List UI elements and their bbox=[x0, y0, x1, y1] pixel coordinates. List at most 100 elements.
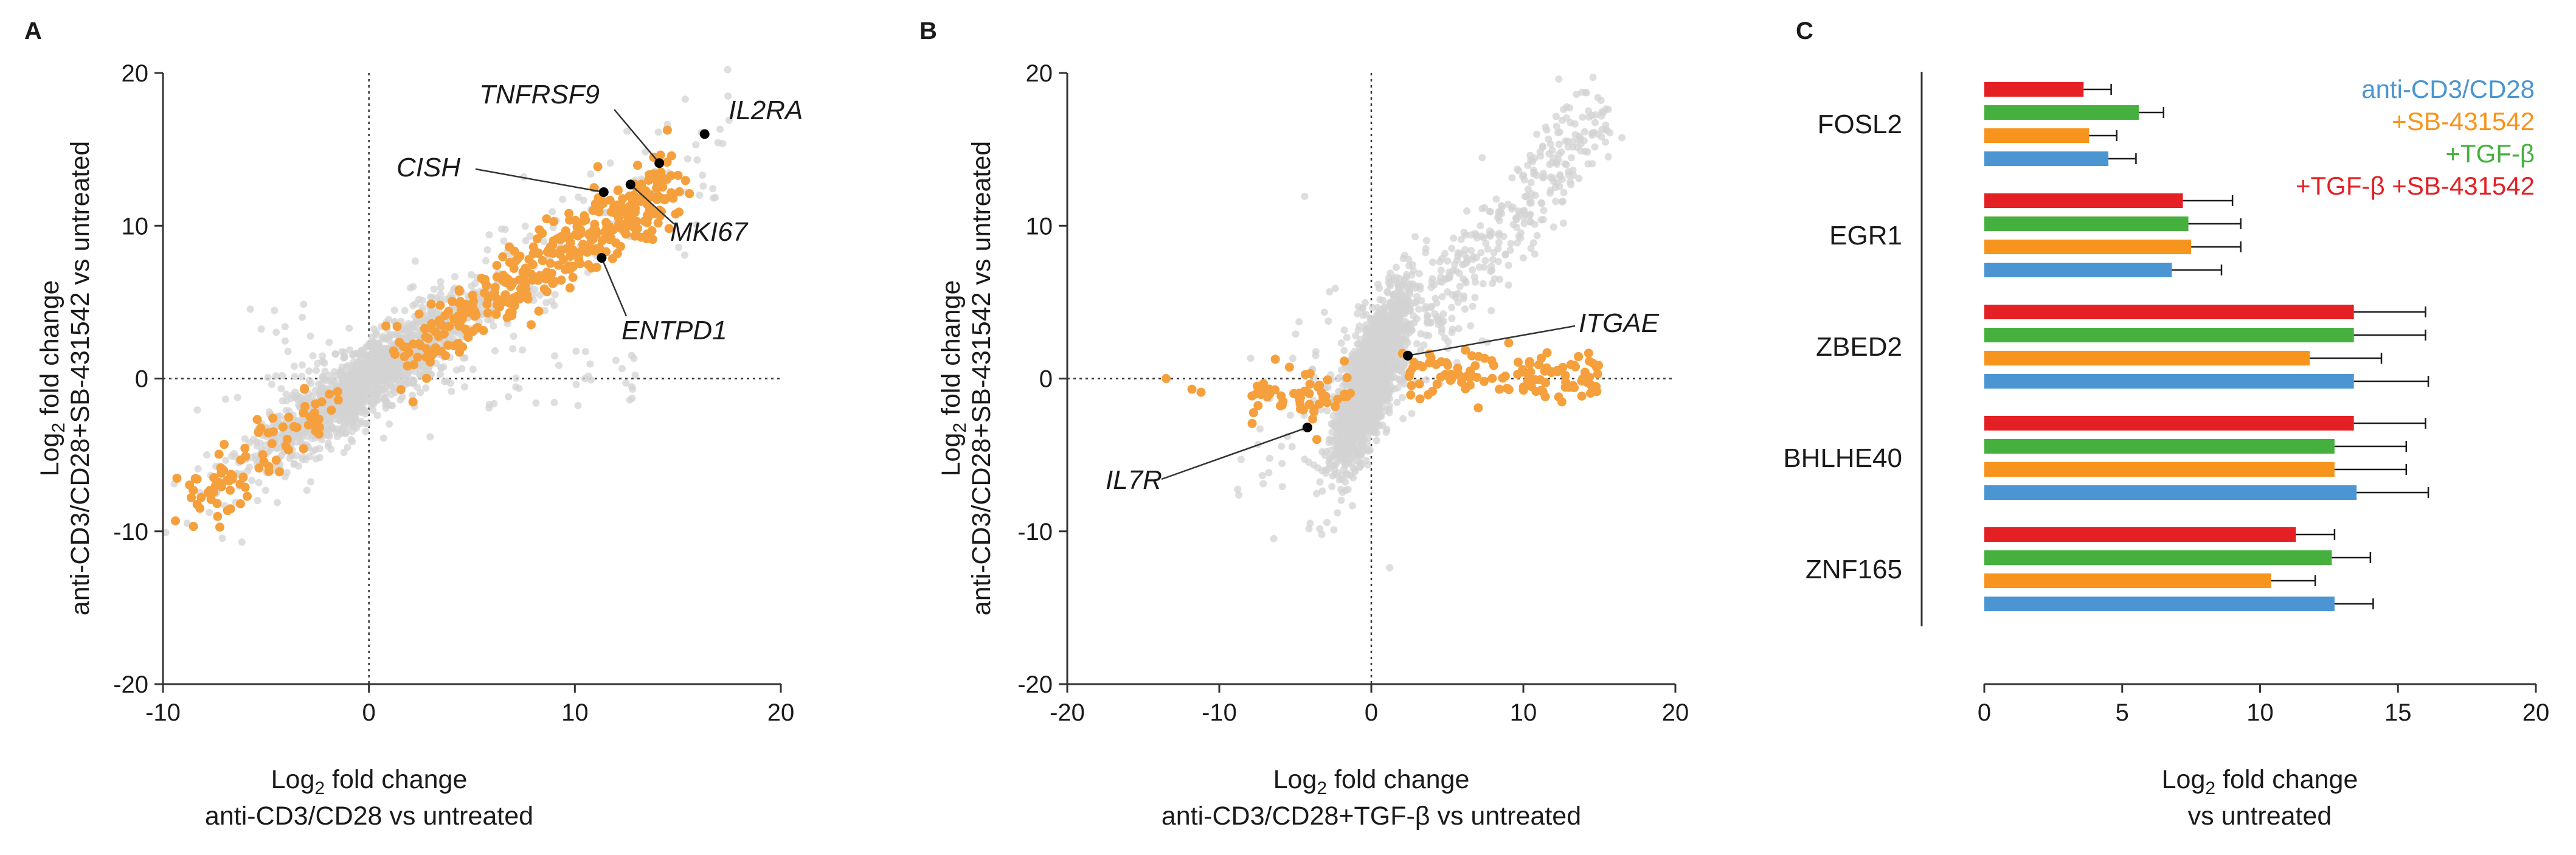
background-point bbox=[1467, 322, 1475, 330]
category-label-znf165: ZNF165 bbox=[1806, 555, 1902, 584]
background-point bbox=[381, 384, 389, 392]
background-point bbox=[572, 381, 580, 389]
highlight-point bbox=[1262, 392, 1272, 402]
highlight-point bbox=[1479, 376, 1489, 386]
highlight-point bbox=[493, 294, 502, 304]
background-point bbox=[1337, 366, 1345, 374]
highlight-point bbox=[528, 242, 538, 252]
highlight-point bbox=[673, 170, 683, 180]
panel-b-x-title-line2: anti-CD3/CD28+TGF-β vs untreated bbox=[1162, 801, 1581, 831]
background-point bbox=[521, 222, 529, 230]
background-point bbox=[1340, 326, 1348, 334]
background-point bbox=[1495, 238, 1503, 246]
background-point bbox=[246, 305, 254, 313]
background-point bbox=[1479, 280, 1487, 288]
background-point bbox=[1604, 105, 1612, 113]
background-point bbox=[1489, 255, 1497, 263]
highlight-point bbox=[606, 233, 616, 243]
background-point bbox=[1555, 75, 1563, 83]
background-point bbox=[1422, 303, 1430, 311]
background-point bbox=[606, 159, 614, 167]
highlight-point bbox=[426, 324, 436, 333]
highlight-point bbox=[1553, 365, 1562, 375]
bar-zbed2-anti_cd3_cd28 bbox=[1984, 374, 2354, 389]
background-point bbox=[307, 478, 315, 486]
highlight-point bbox=[1593, 369, 1602, 379]
background-point bbox=[1520, 220, 1528, 227]
background-point bbox=[1577, 147, 1585, 155]
highlight-point bbox=[1432, 379, 1442, 389]
highlight-point bbox=[1538, 387, 1548, 396]
background-point bbox=[290, 362, 298, 370]
highlight-point bbox=[408, 397, 418, 407]
background-point bbox=[526, 232, 534, 240]
legend-entry-sb431542: +SB-431542 bbox=[2392, 107, 2535, 136]
highlight-point bbox=[254, 463, 264, 473]
background-point bbox=[285, 407, 293, 415]
highlight-point bbox=[499, 271, 508, 280]
highlight-point bbox=[544, 269, 553, 279]
background-point bbox=[1331, 285, 1339, 292]
background-point bbox=[331, 415, 339, 423]
background-point bbox=[353, 350, 361, 358]
background-point bbox=[1343, 333, 1351, 341]
x-tick-label: 10 bbox=[2246, 699, 2274, 726]
background-point bbox=[483, 316, 491, 324]
background-point bbox=[1324, 383, 1332, 391]
highlight-point bbox=[426, 299, 436, 309]
highlight-point bbox=[187, 493, 196, 502]
background-point bbox=[1591, 143, 1599, 151]
panel-b-y-title-line1: Log2 fold change bbox=[937, 280, 970, 477]
background-point bbox=[485, 231, 493, 239]
highlight-point bbox=[662, 125, 672, 135]
background-point bbox=[1320, 308, 1328, 316]
background-point bbox=[1427, 319, 1435, 327]
highlight-point bbox=[190, 474, 200, 483]
highlight-point bbox=[549, 216, 558, 226]
background-point bbox=[1323, 448, 1331, 455]
background-point bbox=[1531, 220, 1539, 228]
highlight-point bbox=[209, 487, 219, 497]
background-point bbox=[273, 499, 281, 507]
background-point bbox=[234, 393, 241, 401]
x-tick-label: 10 bbox=[561, 699, 589, 726]
panel-b-annotations: ITGAE IL7R bbox=[1106, 308, 1660, 495]
background-point bbox=[1477, 249, 1485, 257]
highlight-point bbox=[278, 422, 288, 432]
background-point bbox=[331, 350, 339, 358]
highlight-point bbox=[597, 236, 607, 246]
highlight-point bbox=[404, 348, 414, 358]
background-point bbox=[1566, 104, 1574, 112]
background-point bbox=[338, 370, 345, 378]
background-point bbox=[1591, 111, 1599, 119]
background-point bbox=[241, 435, 249, 443]
highlight-point bbox=[661, 194, 671, 204]
background-point bbox=[437, 283, 445, 291]
background-point bbox=[1292, 330, 1300, 338]
highlight-point bbox=[460, 324, 470, 334]
highlight-point bbox=[604, 222, 614, 232]
highlight-point bbox=[1560, 382, 1570, 392]
background-point bbox=[724, 66, 732, 74]
highlight-point bbox=[1531, 375, 1540, 385]
background-point bbox=[1618, 134, 1626, 142]
background-point bbox=[1413, 340, 1421, 348]
background-point bbox=[536, 291, 544, 299]
background-point bbox=[1340, 400, 1348, 408]
background-point bbox=[1582, 89, 1590, 97]
background-point bbox=[1395, 293, 1403, 301]
background-point bbox=[1497, 207, 1504, 215]
background-point bbox=[1364, 428, 1372, 436]
background-point bbox=[1526, 199, 1534, 207]
labeled-point bbox=[598, 187, 609, 197]
background-point bbox=[389, 367, 397, 375]
background-point bbox=[1560, 189, 1568, 196]
highlight-point bbox=[1534, 360, 1543, 370]
background-point bbox=[1448, 314, 1456, 322]
background-point bbox=[1336, 373, 1344, 381]
background-point bbox=[1531, 250, 1539, 258]
background-point bbox=[345, 324, 353, 332]
highlight-point bbox=[1594, 361, 1604, 370]
highlight-point bbox=[284, 412, 294, 422]
